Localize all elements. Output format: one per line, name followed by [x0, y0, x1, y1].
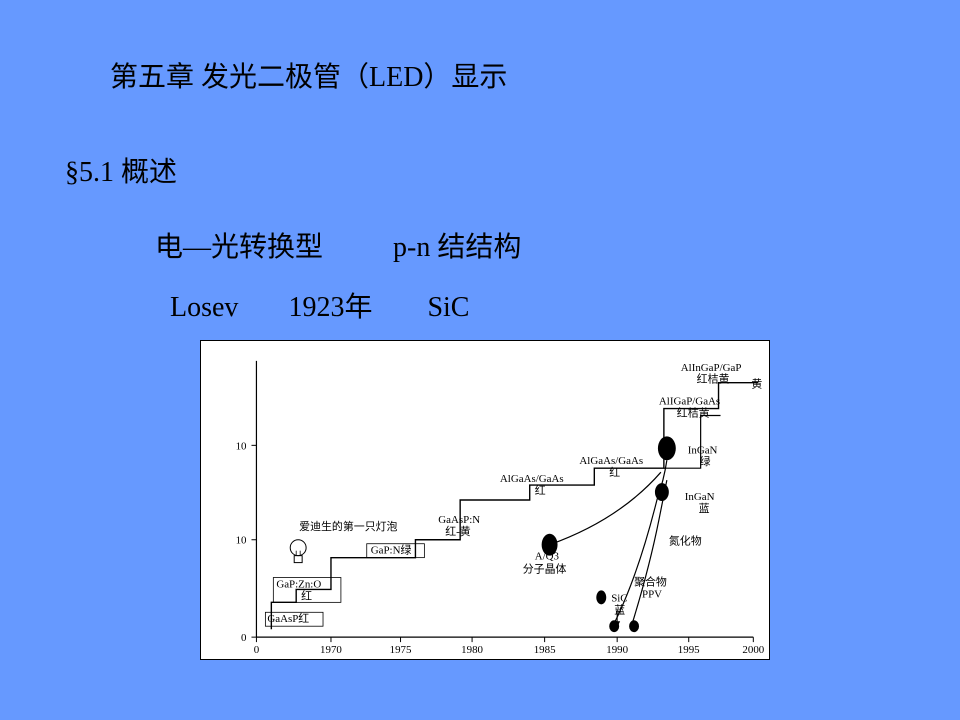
- svg-text:GaP:Zn:O: GaP:Zn:O: [276, 578, 321, 590]
- title: 第五章 发光二极管（LED）显示: [110, 55, 507, 95]
- svg-text:2000: 2000: [742, 644, 764, 656]
- svg-text:黄: 黄: [751, 377, 762, 391]
- svg-text:10: 10: [236, 440, 247, 452]
- body-line-1: 电—光转换型 p-n 结结构: [155, 225, 521, 265]
- svg-text:GaAsP红: GaAsP红: [267, 612, 309, 625]
- svg-text:1980: 1980: [461, 644, 483, 656]
- svg-text:1995: 1995: [678, 644, 700, 656]
- body-line-2c: SiC: [427, 292, 469, 323]
- svg-text:InGaN: InGaN: [685, 491, 715, 503]
- svg-text:分子晶体: 分子晶体: [523, 562, 567, 576]
- svg-text:蓝: 蓝: [614, 603, 625, 616]
- svg-text:AlIGaP/GaAs: AlIGaP/GaAs: [659, 396, 720, 408]
- svg-text:1970: 1970: [320, 644, 342, 656]
- section-heading: §5.1 概述: [65, 150, 177, 190]
- svg-text:AlGaAs/GaAs: AlGaAs/GaAs: [579, 455, 643, 467]
- body-line-2: Losev 1923年 SiC: [170, 285, 469, 325]
- svg-text:0: 0: [254, 644, 260, 656]
- svg-text:红: 红: [609, 466, 620, 479]
- svg-text:SiC: SiC: [611, 592, 627, 604]
- svg-text:1975: 1975: [390, 644, 412, 656]
- chart-svg: 0 1970 1975 1980 1985 1990 1995 2000 0 10 10 GaAsP红…: [201, 341, 769, 659]
- svg-text:红桔黄: 红桔黄: [677, 406, 710, 420]
- svg-text:蓝: 蓝: [699, 502, 710, 515]
- body-line-1b: p-n 结结构: [393, 232, 521, 263]
- svg-text:聚合物: 聚合物: [634, 574, 667, 588]
- led-history-chart: 0 1970 1975 1980 1985 1990 1995 2000 0 10 10 GaAsP红…: [200, 340, 770, 660]
- svg-text:红: 红: [535, 484, 546, 497]
- svg-text:GaP:N绿: GaP:N绿: [371, 543, 412, 557]
- svg-text:绿: 绿: [700, 454, 711, 468]
- svg-text:PPV: PPV: [642, 588, 662, 600]
- svg-text:红: 红: [301, 589, 312, 602]
- svg-text:10: 10: [236, 535, 247, 547]
- svg-text:0: 0: [241, 632, 247, 644]
- svg-text:1990: 1990: [606, 644, 628, 656]
- svg-text:AlGaAs/GaAs: AlGaAs/GaAs: [500, 473, 564, 485]
- svg-text:InGaN: InGaN: [688, 444, 718, 456]
- svg-text:GaAsP:N: GaAsP:N: [438, 514, 480, 526]
- svg-text:红-黄: 红-黄: [445, 524, 471, 538]
- body-line-2a: Losev: [170, 292, 238, 323]
- svg-text:A/Q3: A/Q3: [535, 551, 560, 563]
- svg-text:爱迪生的第一只灯泡: 爱迪生的第一只灯泡: [299, 519, 397, 533]
- body-line-2b: 1923年: [288, 292, 372, 323]
- svg-text:红桔黄: 红桔黄: [697, 372, 730, 386]
- body-line-1a: 电—光转换型: [155, 232, 323, 263]
- svg-text:1985: 1985: [534, 644, 556, 656]
- svg-text:氮化物: 氮化物: [669, 534, 702, 548]
- svg-text:AlInGaP/GaP: AlInGaP/GaP: [681, 362, 742, 374]
